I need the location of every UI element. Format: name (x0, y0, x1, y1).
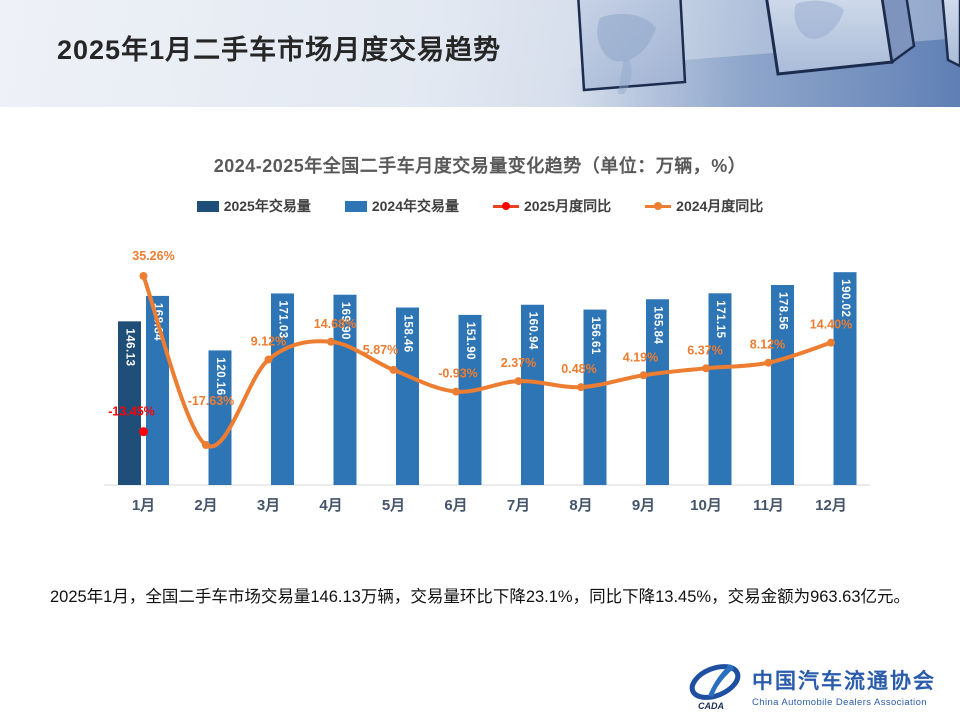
yoy-label-2024-4月: 14.68% (314, 317, 356, 331)
page-title: 2025年1月二手车市场月度交易趋势 (57, 35, 502, 65)
bar-2024-3月 (271, 293, 294, 485)
bar-2024-7月 (521, 304, 544, 485)
line-point-2024-7月 (514, 377, 523, 386)
line-point-2024-1月 (139, 272, 148, 281)
line-point-2024-9月 (639, 371, 648, 380)
legend-line-marker-icon (645, 201, 672, 211)
bar-value-label: 169.90 (339, 302, 351, 340)
x-axis-label-12月: 12月 (815, 497, 847, 514)
bar-value-label: 160.94 (527, 312, 539, 350)
bar-value-label: 171.15 (714, 300, 726, 338)
x-axis-label-11月: 11月 (753, 497, 784, 514)
logo-name-cn: 中国汽车流通协会 (752, 669, 936, 693)
cada-logo: CADA 中国汽车流通协会 China Automobile Dealers A… (686, 660, 936, 712)
line-point-2024-6月 (452, 387, 460, 396)
cada-wordmark: CADA (698, 701, 724, 711)
legend-swatch-icon (196, 200, 219, 212)
yoy-label-2024-8月: 0.48% (561, 362, 596, 376)
x-axis-label-4月: 4月 (319, 497, 342, 514)
chart-legend: 2025年交易量 2024年交易量 2025月度同比 2024月度同比 (0, 196, 960, 216)
yoy-label-2024-10月: 6.37% (687, 343, 722, 357)
yoy-label-2024-6月: -0.93% (438, 367, 478, 381)
line-point-2024-12月 (827, 338, 835, 347)
bar-2024-2月 (208, 350, 232, 485)
bar-value-label: 146.13 (124, 328, 136, 366)
bar-value-label: 156.61 (589, 317, 601, 355)
line-point-2024-2月 (202, 440, 210, 449)
chart-title: 2024-2025年全国二手车月度交易量变化趋势（单位：万辆，%） (213, 156, 747, 176)
line-point-2024-5月 (389, 365, 398, 374)
bar-2024-8月 (583, 309, 607, 485)
yoy-label-2024-2月: -17.63% (188, 394, 235, 408)
legend-item-3: 2024月度同比 (645, 196, 763, 216)
bar-2024-11月 (771, 285, 794, 485)
bar-2024-6月 (458, 314, 482, 485)
logo-name-en: China Automobile Dealers Association (752, 696, 927, 708)
yoy-label-2024-11月: 8.12% (750, 338, 785, 352)
legend-label: 2024年交易量 (371, 198, 459, 214)
x-axis-label-7月: 7月 (507, 497, 530, 514)
legend-item-2: 2025月度同比 (493, 196, 611, 216)
yoy-label-2025-1月: -13.45% (108, 405, 155, 419)
bar-value-label: 151.90 (464, 322, 476, 360)
cada-logo-mark-icon: CADA (689, 664, 741, 711)
x-axis-label-5月: 5月 (382, 497, 405, 514)
yoy-label-2024-7月: 2.37% (501, 356, 536, 370)
bar-value-label: 158.46 (402, 315, 414, 353)
x-axis-label-1月: 1月 (132, 497, 155, 514)
header-cubes-graphic (560, 0, 960, 107)
line-point-2024-11月 (764, 358, 773, 367)
line-point-2024-8月 (577, 383, 585, 392)
bar-value-label: 178.56 (777, 292, 789, 330)
yoy-label-2024-5月: 5.87% (363, 343, 398, 357)
bar-value-label: 190.02 (839, 279, 851, 317)
line-point-2025-1月 (139, 427, 148, 437)
legend-item-0: 2025年交易量 (196, 196, 311, 216)
line-point-2024-10月 (702, 364, 710, 373)
legend-swatch-icon (344, 200, 367, 212)
header-banner: 2025年1月二手车市场月度交易趋势 (0, 0, 960, 107)
legend-label: 2024月度同比 (676, 198, 764, 214)
x-axis-label-9月: 9月 (632, 497, 655, 514)
bar-2024-10月 (708, 293, 732, 485)
bar-2024-12月 (833, 272, 857, 485)
x-axis-label-6月: 6月 (444, 497, 467, 514)
bar-value-label: 120.16 (214, 357, 226, 395)
x-axis-label-8月: 8月 (569, 497, 592, 514)
x-axis-label-2月: 2月 (194, 497, 217, 514)
legend-line-marker-icon (493, 201, 519, 211)
legend-label: 2025月度同比 (524, 198, 612, 214)
yoy-label-2024-9月: 4.19% (623, 350, 658, 364)
bar-value-label: 165.84 (652, 306, 664, 344)
summary-text: 2025年1月，全国二手车市场交易量146.13万辆，交易量环比下降23.1%，… (49, 588, 911, 606)
line-point-2024-3月 (264, 355, 273, 364)
legend-item-1: 2024年交易量 (344, 196, 459, 216)
bar-2024-9月 (646, 299, 669, 485)
bar-2024-5月 (396, 307, 419, 485)
x-axis-label-3月: 3月 (257, 497, 280, 514)
x-axis-label-10月: 10月 (690, 497, 722, 514)
bar-value-label: 171.03 (277, 300, 289, 338)
line-point-2024-4月 (327, 337, 335, 346)
yoy-label-2024-1月: 35.26% (132, 249, 174, 263)
yoy-label-2024-12月: 14.40% (810, 318, 852, 332)
legend-label: 2025年交易量 (223, 198, 311, 214)
yoy-label-2024-3月: 9.12% (251, 335, 286, 349)
bar-2025-1月 (118, 321, 141, 485)
